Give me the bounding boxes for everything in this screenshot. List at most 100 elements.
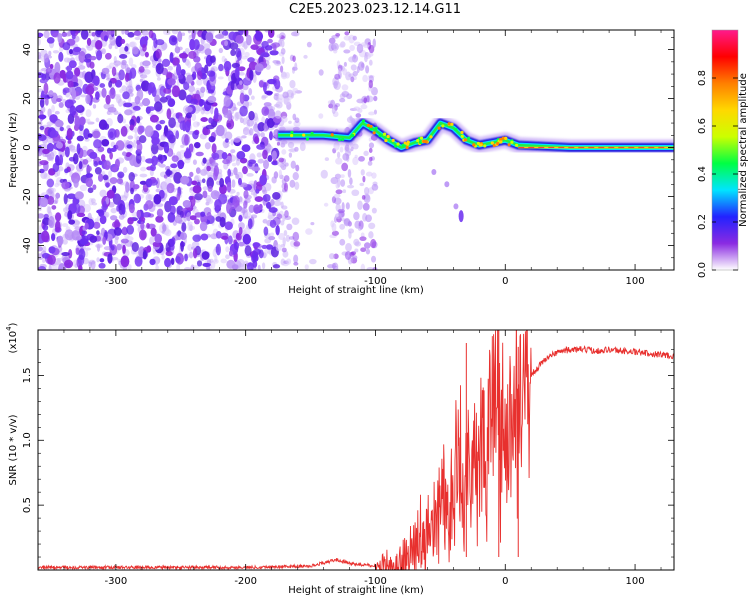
noise-blob [133,193,142,204]
noise-blob [68,219,76,225]
noise-blob [166,168,171,178]
noise-blob [227,235,233,245]
noise-speckle [46,121,54,126]
noise-blob [120,238,129,244]
noise-speckle [167,65,173,71]
noise-blob [209,55,216,63]
noise-blob [365,214,372,223]
noise-blob [224,40,229,47]
noise-blob [267,38,273,44]
noise-blob [190,98,198,105]
noise-blob [91,31,96,37]
noise-blob [262,159,270,170]
noise-speckle [188,251,194,259]
spectrogram-frame [37,29,675,271]
noise-speckle [56,257,63,262]
noise-blob [64,259,74,269]
noise-blob [272,191,281,200]
noise-blob [352,35,357,41]
noise-blob [226,118,235,130]
noise-speckle [368,222,376,230]
noise-speckle [261,186,267,193]
noise-blob [64,168,69,174]
colorbar-tick-label: 0.8 [697,70,708,86]
noise-speckle [246,118,255,127]
noise-blob [342,68,348,76]
noise-blob [46,178,55,188]
noise-blob [99,215,107,225]
noise-blob [168,196,178,206]
noise-speckle [293,120,301,127]
noise-blob [350,76,355,83]
noise-blob [142,44,147,52]
noise-blob [238,66,246,72]
colorbar-label: Normalized spectral amplitude [738,73,749,227]
ridge-speck [515,143,519,147]
y-tick-label: -40 [22,237,33,253]
noise-blob [254,136,260,144]
noise-blob [265,244,274,250]
noise-blob [333,253,339,260]
noise-blob [359,236,367,242]
noise-blob [372,266,378,270]
noise-speckle [351,189,360,197]
noise-blob [262,82,267,93]
noise-blob [180,69,186,76]
noise-blob [67,210,73,220]
ridge-speck [405,145,409,150]
noise-blob [239,92,245,105]
noise-blob [120,38,126,44]
noise-blob [331,222,337,232]
noise-speckle [115,63,119,68]
noise-speckle [119,88,124,93]
noise-blob [205,31,214,43]
noise-blob [197,70,203,80]
noise-blob [109,177,118,185]
noise-speckle [256,152,263,158]
noise-speckle [187,30,192,34]
noise-blob [147,83,153,96]
noise-blob [107,106,117,113]
noise-blob [115,140,125,151]
ridge-speck [419,136,424,140]
noise-speckle [139,78,144,83]
noise-blob [159,85,166,97]
noise-blob [61,252,70,257]
noise-blob [239,80,243,85]
noise-blob [248,162,253,167]
noise-blob [66,65,73,72]
noise-blob [284,210,289,218]
noise-blob [243,190,249,199]
noise-blob [136,209,141,219]
noise-speckle [309,258,317,265]
noise-blob [98,119,108,131]
noise-blob [264,90,273,95]
noise-blob [54,220,61,233]
noise-blob [343,61,347,67]
noise-blob [39,125,45,131]
noise-blob [368,231,374,239]
noise-blob [159,119,166,125]
noise-blob [140,80,150,92]
ridge-speck [454,127,458,132]
noise-speckle [225,246,230,253]
noise-blob [208,117,213,124]
noise-blob [193,141,201,149]
noise-blob [48,90,54,98]
noise-blob [233,137,241,143]
noise-speckle [79,184,88,192]
noise-speckle [231,162,237,167]
noise-speckle [149,169,154,177]
colorbar-tick-label: 0.4 [697,166,708,182]
noise-speckle [99,189,107,198]
noise-speckle [139,74,148,79]
snr-panel: -300 -200 -100 0 100 0.5 1.0 1.5 Height of str… [5,322,675,596]
noise-blob [223,60,232,72]
noise-speckle [269,232,275,237]
noise-blob [107,253,113,264]
noise-blob [280,39,285,48]
noise-blob [364,186,370,196]
noise-blob [335,32,341,37]
noise-blob [58,51,64,62]
noise-blob [52,32,60,38]
